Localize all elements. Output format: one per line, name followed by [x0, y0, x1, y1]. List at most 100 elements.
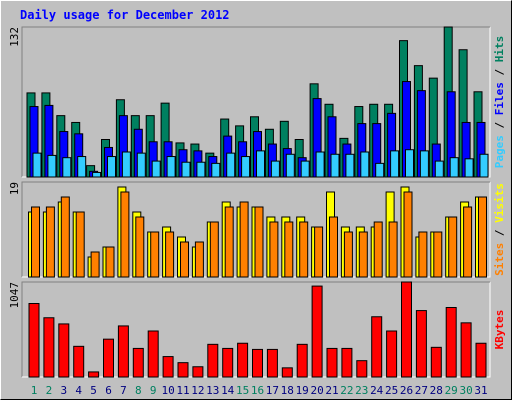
legend-separator: / — [493, 223, 506, 243]
bar — [419, 150, 429, 178]
bar — [207, 343, 219, 378]
x-tick-label: 25 — [385, 384, 398, 397]
bar — [311, 285, 323, 378]
bar — [88, 371, 100, 378]
x-tick-label: 26 — [400, 384, 413, 397]
bar — [329, 216, 338, 278]
bar — [418, 231, 428, 278]
bar — [403, 191, 413, 278]
bar — [224, 206, 234, 278]
bar — [147, 330, 159, 378]
x-tick-label: 17 — [266, 384, 279, 397]
x-tick-label: 16 — [251, 384, 264, 397]
bar — [162, 356, 174, 378]
x-tick-label: 15 — [236, 384, 249, 397]
x-tick-label: 7 — [120, 384, 127, 397]
bar — [371, 316, 383, 378]
x-tick-label: 11 — [176, 384, 189, 397]
x-tick-label: 18 — [281, 384, 294, 397]
bar — [136, 152, 146, 178]
bar — [73, 345, 85, 378]
bar — [341, 347, 353, 378]
x-tick-label: 10 — [161, 384, 174, 397]
bar — [284, 221, 294, 278]
bar — [43, 317, 55, 378]
x-tick-label: 27 — [415, 384, 428, 397]
bar — [117, 325, 129, 378]
bar — [360, 151, 370, 178]
chart-title: Daily usage for December 2012 — [20, 8, 230, 22]
bar — [463, 206, 473, 278]
bar — [433, 231, 443, 278]
legend-entry: KBytes — [493, 310, 506, 350]
bar — [314, 226, 324, 278]
bar — [388, 221, 398, 278]
bar — [60, 196, 70, 278]
bar — [475, 342, 487, 378]
bar — [460, 322, 472, 378]
x-tick-label: 30 — [459, 384, 472, 397]
x-tick-label: 31 — [474, 384, 487, 397]
bar — [390, 150, 400, 178]
bar — [434, 160, 444, 178]
bar — [226, 152, 236, 178]
bar — [478, 196, 487, 278]
x-tick-label: 12 — [191, 384, 204, 397]
bar — [300, 160, 310, 178]
bar — [252, 348, 263, 378]
bar — [222, 347, 234, 378]
bar — [211, 162, 221, 178]
bar — [415, 310, 427, 378]
bar — [449, 157, 459, 178]
x-tick-label: 21 — [325, 384, 338, 397]
bar — [285, 153, 295, 178]
x-tick-label: 23 — [355, 384, 368, 397]
y-tick-label: 1047 — [8, 282, 21, 309]
bar — [281, 367, 293, 378]
bar — [177, 362, 189, 378]
bar — [150, 231, 160, 278]
y-tick-label: 132 — [8, 27, 21, 47]
bar — [356, 360, 368, 378]
legend-entry: Pages — [493, 135, 506, 168]
bar — [270, 160, 280, 178]
bar — [464, 158, 474, 178]
bar — [256, 150, 265, 178]
bar — [269, 221, 279, 278]
bar — [296, 343, 308, 378]
bar — [386, 330, 398, 378]
legend-entry: Sites — [493, 243, 506, 276]
legend: Pages / Files / Hits — [493, 36, 506, 169]
bar — [28, 303, 40, 378]
legend-entry: Visits — [493, 183, 506, 223]
bar — [75, 211, 85, 278]
bar — [181, 161, 191, 178]
bar — [45, 206, 55, 278]
bar — [326, 347, 338, 378]
bar — [330, 153, 340, 178]
y-tick-label: 19 — [8, 182, 21, 195]
bar — [345, 153, 355, 178]
x-tick-label: 19 — [296, 384, 309, 397]
x-tick-label: 13 — [206, 384, 219, 397]
x-tick-label: 14 — [221, 384, 235, 397]
bar — [166, 156, 176, 178]
bar — [58, 323, 70, 378]
bar — [358, 231, 368, 278]
bar — [180, 241, 189, 278]
x-tick-label: 20 — [310, 384, 323, 397]
bar — [254, 206, 264, 278]
x-tick-label: 8 — [135, 384, 142, 397]
bar — [448, 216, 458, 278]
bar — [132, 347, 144, 378]
bar — [31, 206, 40, 278]
bar — [239, 201, 249, 278]
bar — [430, 346, 442, 378]
bar — [107, 156, 116, 178]
x-tick-label: 2 — [46, 384, 53, 397]
bar — [103, 338, 114, 378]
bar — [401, 281, 412, 378]
